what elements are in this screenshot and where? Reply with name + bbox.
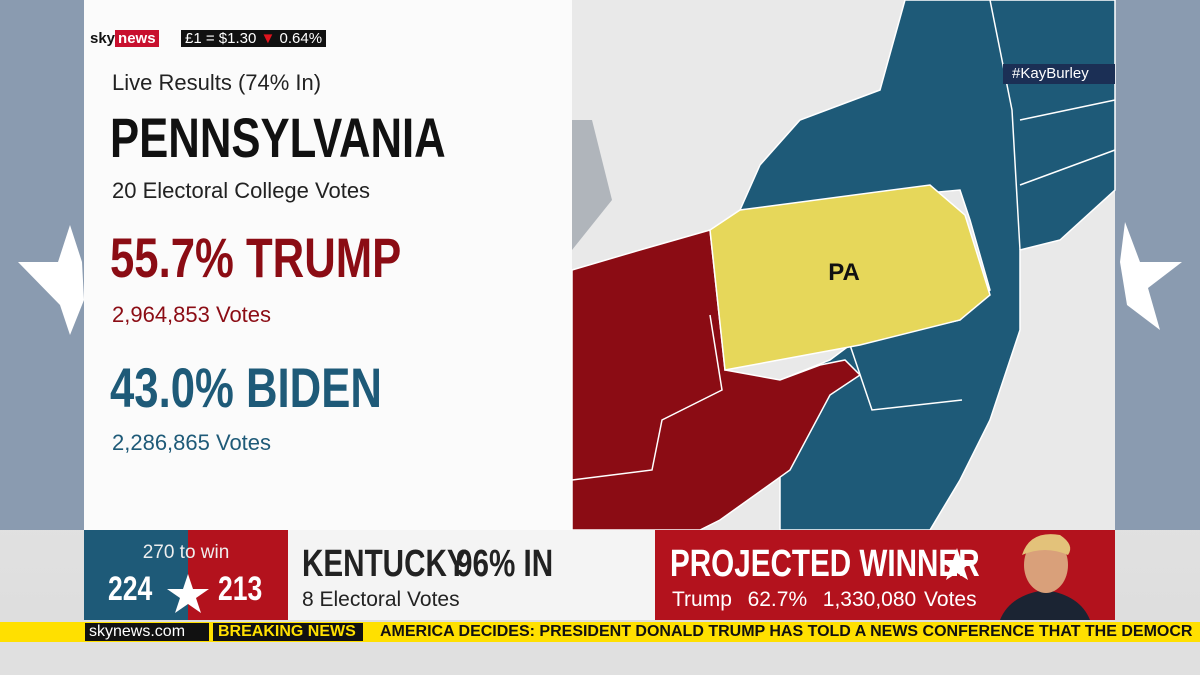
tally-left-text: 224 [108, 570, 153, 608]
tally-left: 224 [108, 570, 165, 609]
state-border [989, 0, 1021, 251]
candidate-headline: 55.7% TRUMP [110, 225, 483, 290]
state-border [849, 344, 963, 411]
star [940, 548, 974, 580]
race-reporting: 96% IN [456, 543, 581, 586]
ticker-site-box [85, 623, 209, 641]
candidate-headline-text: 43.0% BIDEN [110, 356, 382, 419]
down-arrow: ▼ [260, 30, 276, 47]
state-name: PENNSYLVANIA [110, 105, 540, 170]
ticker-site: skynews.com [89, 623, 186, 640]
currency: £1 = $1.30 ▼ 0.64% [181, 30, 327, 47]
lake [572, 120, 612, 250]
projection-title-text: PROJECTED WINNER [670, 543, 980, 585]
state-border [1019, 149, 1116, 186]
candidate-votes: 2,964,853 Votes [112, 302, 272, 327]
candidate-headline-text: 55.7% TRUMP [110, 226, 402, 289]
star [18, 225, 84, 335]
tally-blue [84, 530, 188, 620]
portrait [1000, 534, 1090, 620]
currency-change: 0.64% [279, 30, 323, 47]
race-reporting-text: 96% IN [456, 543, 554, 585]
results-panel [84, 0, 572, 530]
projection-votes: 1,330,080 Votes [822, 588, 977, 611]
currency-rate: £1 = $1.30 [185, 30, 257, 47]
ticker-tag-box [213, 623, 363, 641]
hashtag: #KayBurley [1012, 65, 1089, 82]
race-votes: 8 Electoral Votes [302, 588, 460, 611]
status: Live Results (74% In) [112, 70, 322, 95]
state-border [1019, 99, 1116, 121]
footer [0, 642, 1200, 675]
star [1120, 222, 1182, 330]
logo-news: news [115, 30, 159, 47]
candidate-headline: 43.0% BIDEN [110, 355, 459, 420]
blue-states [738, 0, 1116, 531]
race-title: KENTUCKY [302, 543, 513, 586]
pennsylvania [709, 184, 991, 371]
star [167, 574, 209, 613]
hashtag-box [1003, 64, 1115, 84]
state-border [571, 314, 723, 481]
race-state: KENTUCKY [302, 543, 467, 585]
tally-right: 213 [218, 570, 275, 609]
logo: sky news [90, 30, 159, 47]
projection-detail: Trump 62.7% 1,330,080 Votes [672, 588, 977, 612]
projection-title: PROJECTED WINNER [670, 543, 1067, 586]
tally-caption: 270 to win [142, 542, 230, 563]
map: PA [571, 0, 1116, 531]
projection-share: 62.7% [747, 588, 808, 611]
logo-sky: sky [90, 30, 116, 47]
state-name-text: PENNSYLVANIA [110, 106, 446, 169]
candidate-votes: 2,286,865 Votes [112, 430, 272, 455]
tally-red [188, 530, 288, 620]
ticker-text: AMERICA DECIDES: PRESIDENT DONALD TRUMP … [380, 623, 1193, 640]
state-label: PA [828, 259, 860, 286]
tally-right-text: 213 [218, 570, 263, 608]
projection-name: Trump [672, 588, 732, 611]
ticker-tag: BREAKING NEWS [218, 623, 356, 640]
electoral-votes: 20 Electoral College Votes [112, 178, 371, 203]
